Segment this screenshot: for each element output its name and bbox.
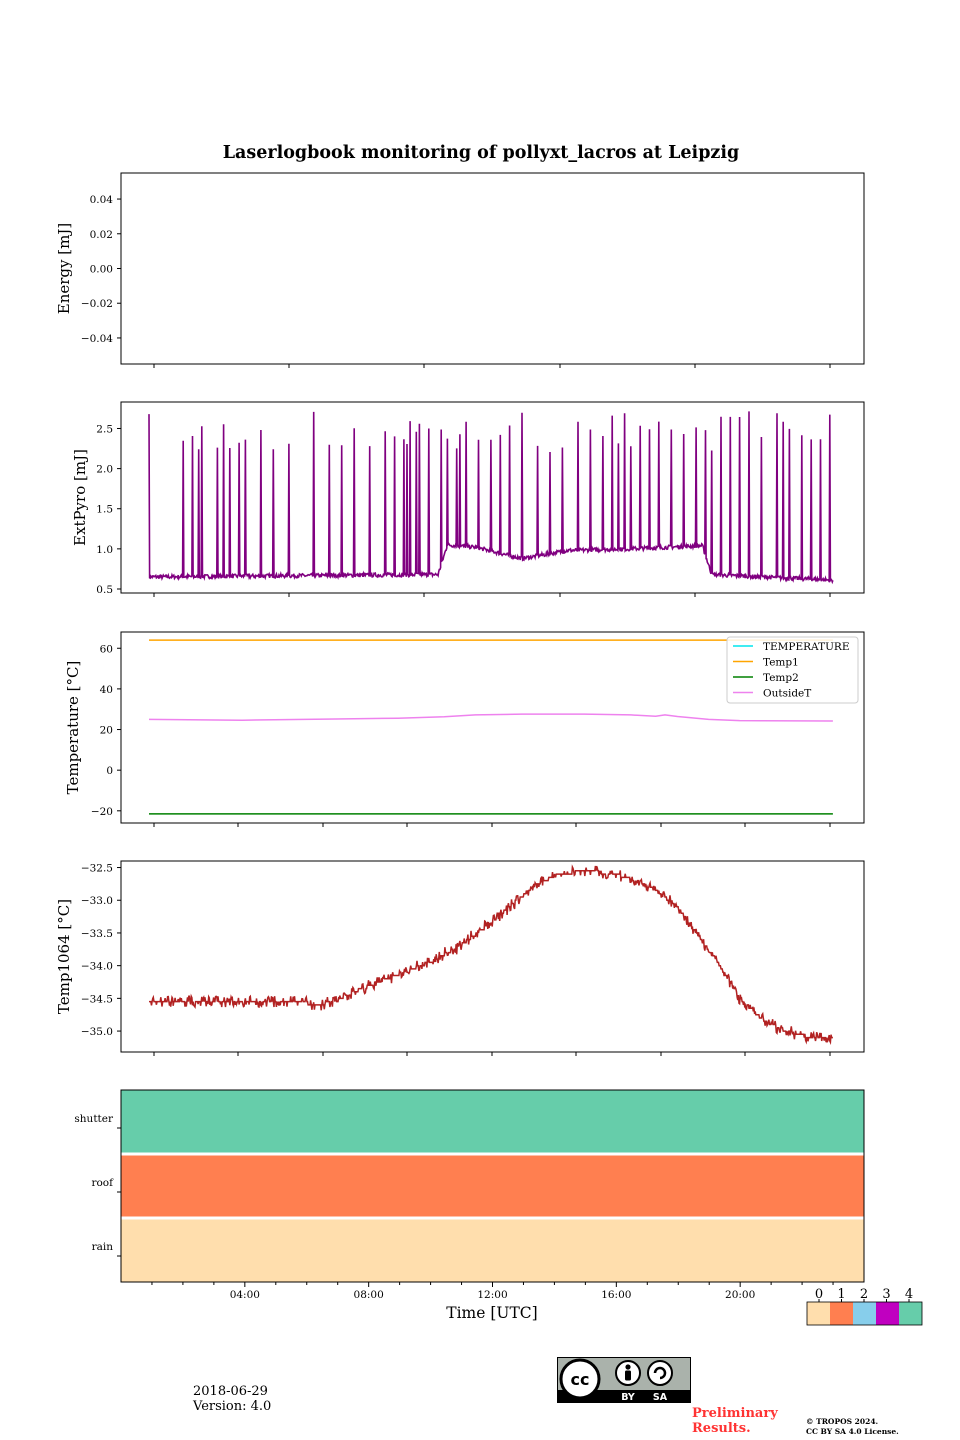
sa-arrow	[653, 1366, 667, 1380]
temp1064-ytick-label: −34.0	[81, 961, 113, 973]
copyright-line-2: CC BY SA 4.0 License.	[806, 1427, 899, 1436]
energy-ylabel: Energy [mJ]	[55, 223, 73, 314]
x-axis-label: Time [UTC]	[446, 1304, 537, 1322]
temperature-ytick-label: 60	[100, 643, 113, 655]
status-xtick-label: 20:00	[725, 1289, 755, 1301]
energy-panel-frame	[120, 172, 865, 365]
temperature-legend: TEMPERATURE Temp1 Temp2 OutsideT	[726, 636, 859, 704]
colorbar-tick-label: 3	[882, 1287, 890, 1302]
status-row-label-rain: rain	[92, 1241, 114, 1253]
energy-ytick-label: −0.02	[81, 298, 113, 310]
colorbar-segment-0	[807, 1302, 830, 1325]
colorbar-tick-label: 4	[905, 1287, 913, 1302]
extpyro-ytick-label: 1.0	[96, 544, 113, 556]
temperature-ytick-label: 0	[106, 765, 113, 777]
energy-ytick-label: 0.02	[90, 229, 113, 241]
temp1064-ylabel: Temp1064 [°C]	[55, 899, 73, 1014]
by-person-body	[625, 1370, 631, 1381]
energy-ytick-label: 0.04	[90, 194, 114, 206]
extpyro-ytick-label: 2.5	[96, 423, 113, 435]
temperature-ytick-label: −20	[91, 806, 113, 818]
version-label: Version: 4.0	[193, 1399, 272, 1414]
extpyro-ytick-label: 2.0	[96, 464, 113, 476]
temp1064-series-line	[149, 864, 833, 1045]
extpyro-ytick-label: 0.5	[96, 584, 113, 596]
temp1064-ytick-label: −33.5	[81, 928, 113, 940]
status-xtick-label: 12:00	[477, 1289, 507, 1301]
legend-label-temperature: TEMPERATURE	[763, 641, 850, 653]
energy-ytick-label: −0.04	[81, 333, 113, 345]
badge-by-text: BY	[621, 1392, 635, 1403]
temperature-ytick-label: 20	[100, 725, 113, 737]
extpyro-ylabel: ExtPyro [mJ]	[71, 449, 89, 546]
legend-label-outsidet: OutsideT	[763, 688, 811, 700]
colorbar-tick-label: 0	[815, 1287, 823, 1302]
status-xtick-label: 16:00	[601, 1289, 631, 1301]
status-row-shutter	[121, 1090, 864, 1154]
cc-by-sa-badge: cc BY SA	[557, 1357, 691, 1403]
extpyro-series-line	[148, 411, 834, 585]
preliminary-line-1: Preliminary	[692, 1406, 778, 1421]
copyright-line-1: © TROPOS 2024.	[806, 1417, 879, 1426]
panels: 0.04 0.02 0.00 −0.02 −0.04 Energy [mJ] 2.5 2.0 1…	[55, 172, 923, 1326]
temp1064-ytick-label: −32.5	[81, 863, 113, 875]
status-row-rain	[121, 1218, 864, 1282]
figure-title: Laserlogbook monitoring of pollyxt_lacro…	[223, 143, 740, 163]
legend-box	[726, 636, 859, 704]
sa-share-icon	[647, 1360, 673, 1386]
temp1064-ytick-label: −34.5	[81, 993, 113, 1005]
cc-icon-text: cc	[571, 1370, 590, 1389]
date-label: 2018-06-29	[193, 1384, 268, 1399]
temperature-ylabel: Temperature [°C]	[64, 661, 82, 795]
footer-info: 2018-06-29 Version: 4.0	[193, 1384, 271, 1414]
temperature-ytick-label: 40	[100, 684, 113, 696]
legend-label-temp2: Temp2	[763, 672, 799, 684]
temperature-series-outsidet	[148, 713, 833, 722]
extpyro-ytick-label: 1.5	[96, 504, 113, 516]
badge-sa-text: SA	[653, 1392, 668, 1403]
colorbar-tick-label: 2	[860, 1287, 868, 1302]
temp1064-panel-frame	[120, 860, 865, 1053]
copyright-note: © TROPOS 2024. CC BY SA 4.0 License.	[806, 1417, 899, 1437]
preliminary-line-2: Results.	[692, 1421, 751, 1436]
temp1064-ytick-label: −33.0	[81, 895, 113, 907]
status-row-label-roof: roof	[91, 1177, 114, 1189]
legend-label-temp1: Temp1	[763, 657, 799, 669]
status-xtick-label: 04:00	[230, 1289, 260, 1301]
status-row-roof	[121, 1154, 864, 1218]
colorbar-segment-2	[853, 1302, 876, 1325]
colorbar-segment-3	[876, 1302, 899, 1325]
extpyro-panel-frame	[120, 401, 865, 594]
colorbar-tick-label: 1	[837, 1287, 845, 1302]
cc-icon	[559, 1358, 601, 1400]
temp1064-ytick-label: −35.0	[81, 1026, 113, 1038]
colorbar-segment-1	[830, 1302, 853, 1325]
colorbar-segment-4	[899, 1302, 922, 1325]
by-person-head	[625, 1364, 631, 1370]
status-row-label-shutter: shutter	[74, 1113, 114, 1125]
energy-ytick-label: 0.00	[90, 264, 113, 276]
preliminary-results-note: Preliminary Results.	[692, 1406, 778, 1436]
status-xtick-label: 08:00	[354, 1289, 384, 1301]
